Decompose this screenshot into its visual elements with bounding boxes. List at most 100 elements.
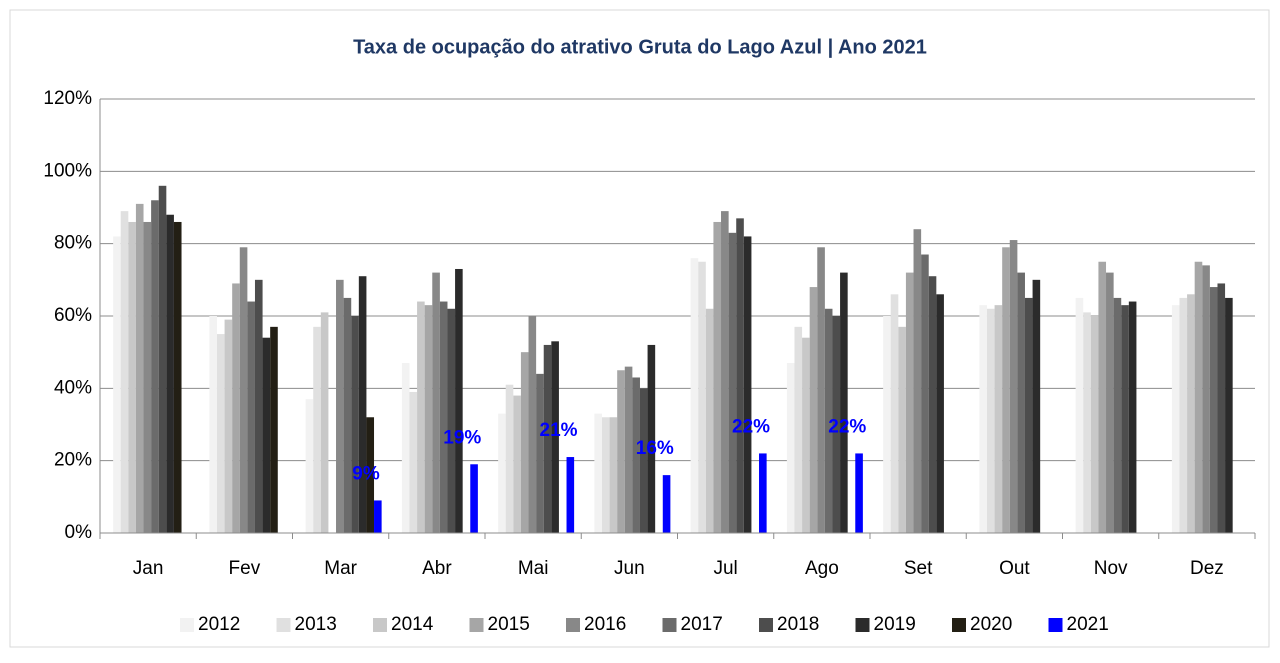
data-label: 9%: [352, 463, 380, 484]
bar: [1098, 261, 1107, 533]
bar: [536, 373, 544, 533]
y-tick-label: 0%: [65, 522, 93, 543]
bar: [151, 200, 159, 533]
bar: [617, 370, 625, 533]
bar: [817, 247, 825, 534]
bar: [158, 185, 167, 534]
bar: [455, 268, 463, 533]
legend-swatch: [952, 618, 966, 632]
bar: [639, 388, 648, 533]
legend-label: 2013: [295, 614, 337, 635]
bar: [1113, 297, 1122, 533]
bar: [662, 475, 671, 533]
bar: [470, 464, 478, 533]
x-tick-label: Ago: [805, 558, 839, 579]
bar: [809, 287, 818, 533]
legend-swatch: [759, 618, 773, 632]
legend-swatch: [1048, 618, 1063, 632]
bar: [632, 377, 640, 533]
bar: [401, 363, 410, 533]
y-tick-label: 100%: [43, 160, 92, 181]
bar: [698, 261, 706, 533]
legend-swatch: [469, 618, 484, 632]
legend-label: 2020: [970, 614, 1012, 635]
x-tick-label: Jan: [133, 558, 164, 579]
bar: [113, 236, 121, 533]
bar: [786, 363, 795, 533]
bar: [358, 276, 367, 533]
data-label: 22%: [828, 416, 866, 437]
x-tick-label: Nov: [1094, 558, 1128, 579]
bar: [759, 453, 767, 533]
bar: [166, 214, 174, 533]
bar: [424, 305, 433, 533]
bar: [824, 308, 833, 533]
bar: [439, 301, 448, 533]
bar: [232, 283, 240, 533]
bar: [794, 326, 803, 533]
bar: [713, 221, 722, 533]
x-tick-label: Jul: [713, 558, 737, 579]
bar: [1002, 247, 1010, 534]
bar: [224, 319, 233, 533]
legend-label: 2019: [874, 614, 916, 635]
bar: [1179, 297, 1188, 533]
bar: [601, 417, 610, 533]
bar: [270, 326, 278, 533]
x-tick-label: Fev: [229, 558, 261, 579]
bar: [928, 276, 937, 533]
bar: [351, 316, 359, 533]
legend-swatch: [662, 618, 677, 632]
x-tick-label: Mar: [324, 558, 357, 579]
bar: [320, 312, 329, 533]
legend-label: 2012: [198, 614, 240, 635]
legend-swatch: [566, 618, 580, 632]
bar: [986, 308, 995, 533]
bar: [979, 305, 987, 533]
bar: [520, 352, 529, 533]
legend-label: 2015: [488, 614, 530, 635]
legend-swatch: [373, 618, 387, 632]
bar: [1187, 294, 1195, 533]
bar: [173, 221, 182, 533]
bar: [447, 308, 456, 533]
bar: [143, 221, 152, 533]
legend-label: 2018: [777, 614, 819, 635]
bar: [594, 413, 602, 533]
bar: [994, 305, 1003, 533]
x-tick-label: Abr: [422, 558, 452, 579]
bar: [432, 272, 440, 533]
legend-label: 2016: [584, 614, 626, 635]
bar: [209, 316, 217, 533]
bar: [135, 203, 144, 533]
bar: [728, 232, 737, 534]
bar: [247, 301, 255, 533]
bar: [1106, 272, 1114, 533]
bar: [883, 316, 891, 533]
x-tick-label: Mai: [518, 558, 549, 579]
bar: [409, 391, 418, 533]
bar: [313, 326, 321, 533]
bar: [721, 211, 729, 533]
bar: [905, 272, 914, 533]
bar: [1024, 297, 1033, 533]
bar: [855, 453, 863, 533]
data-label: 22%: [732, 416, 770, 437]
y-tick-label: 60%: [54, 305, 92, 326]
data-label: 16%: [636, 438, 674, 459]
bar: [551, 341, 559, 533]
y-tick-label: 20%: [54, 450, 92, 471]
bar: [566, 457, 575, 533]
bar: [840, 272, 848, 533]
bar: [1017, 272, 1025, 533]
x-tick-label: Dez: [1190, 558, 1224, 579]
bar: [1083, 312, 1091, 533]
bar: [1128, 301, 1137, 533]
bar: [705, 308, 714, 533]
bar: [743, 236, 752, 533]
bar: [254, 279, 263, 533]
data-label: 21%: [540, 420, 578, 441]
bar: [543, 344, 552, 533]
bar: [513, 395, 521, 533]
